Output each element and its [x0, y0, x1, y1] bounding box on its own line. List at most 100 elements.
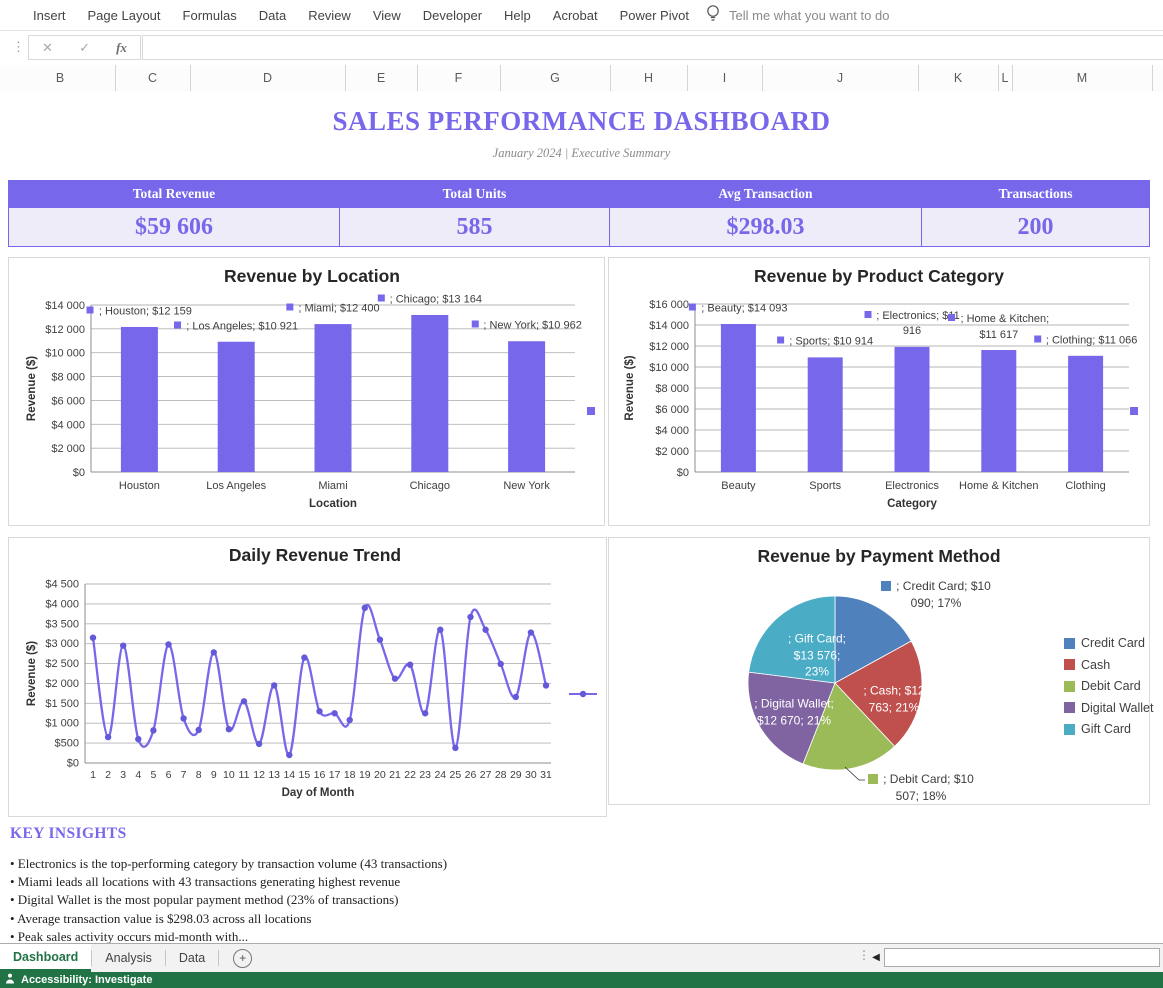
kpi-label-3: Avg Transaction	[610, 180, 922, 207]
svg-text:5: 5	[150, 769, 156, 781]
svg-text:31: 31	[540, 769, 552, 781]
svg-text:26: 26	[465, 769, 477, 781]
svg-text:$1 000: $1 000	[45, 718, 79, 730]
formula-input[interactable]	[142, 35, 1163, 60]
column-header-J[interactable]: J	[762, 65, 919, 91]
column-header-L[interactable]: L	[998, 65, 1013, 91]
column-header-H[interactable]: H	[610, 65, 688, 91]
bar-data-label: ; Miami; $12 400	[286, 302, 380, 318]
chart-daily-revenue-trend[interactable]: Daily Revenue Trend Revenue ($) $0 $500 $1 0…	[8, 537, 607, 817]
svg-text:Houston: Houston	[119, 480, 160, 492]
svg-text:Revenue by Payment Method: Revenue by Payment Method	[757, 546, 1000, 566]
sheet-tab-analysis[interactable]: Analysis	[105, 951, 152, 965]
svg-text:$3 500: $3 500	[45, 618, 79, 630]
svg-text:$2 000: $2 000	[655, 446, 689, 458]
ribbon-tab-formulas[interactable]: Formulas	[182, 7, 237, 23]
svg-text:$6 000: $6 000	[51, 395, 85, 407]
column-header-D[interactable]: D	[190, 65, 346, 91]
ribbon-tab-developer[interactable]: Developer	[422, 7, 483, 23]
chart-revenue-by-category[interactable]: Revenue by Product Category Revenue ($) $0…	[608, 257, 1150, 526]
svg-text:Revenue ($): Revenue ($)	[26, 356, 38, 421]
column-header-K[interactable]: K	[918, 65, 999, 91]
bar-data-label: ; Beauty; $14 093	[689, 302, 788, 318]
insert-function-icon[interactable]: fx	[116, 39, 127, 55]
bar-data-label: ; Clothing; $11 066	[1033, 333, 1137, 349]
pie-data-label: ; Credit Card; $10 090; 17%	[873, 578, 999, 611]
column-header-F[interactable]: F	[417, 65, 501, 91]
svg-text:21: 21	[389, 769, 401, 781]
pie-data-label: ; Digital Wallet; $12 670; 21%	[754, 696, 834, 728]
tell-me-box[interactable]: Tell me what you want to do	[706, 0, 889, 31]
column-header-G[interactable]: G	[500, 65, 611, 91]
status-bar: Accessibility: Investigate	[0, 972, 1163, 988]
svg-text:$6 000: $6 000	[655, 404, 689, 416]
pie-data-label: ; Cash; $12 763; 21%	[863, 683, 925, 715]
svg-text:25: 25	[450, 769, 462, 781]
page-title: SALES PERFORMANCE DASHBOARD	[332, 106, 831, 136]
svg-text:Chicago: Chicago	[410, 480, 450, 492]
status-text[interactable]: Accessibility: Investigate	[21, 974, 153, 986]
svg-text:$14 000: $14 000	[45, 300, 85, 312]
formula-bar-grip-icon[interactable]: ⋮	[12, 39, 25, 54]
column-header-E[interactable]: E	[345, 65, 418, 91]
ribbon-tab-review[interactable]: Review	[308, 7, 351, 23]
key-insights-list: • Electronics is the top-performing cate…	[10, 855, 910, 943]
lightbulb-icon	[706, 3, 720, 28]
sheet-canvas: SALES PERFORMANCE DASHBOARD January 2024…	[0, 92, 1163, 943]
svg-text:28: 28	[495, 769, 507, 781]
column-header-B[interactable]: B	[5, 65, 116, 91]
ribbon-tab-view[interactable]: View	[372, 7, 401, 23]
bar-data-label: ; Electronics; $11 916	[864, 309, 961, 340]
tab-bar-divider-icon[interactable]: ⋮	[858, 948, 870, 962]
svg-text:17: 17	[329, 769, 341, 781]
legend-item-debit-card: Debit Card	[1064, 679, 1153, 693]
kpi-value-2: 585	[340, 207, 610, 247]
svg-text:10: 10	[223, 769, 235, 781]
scroll-left-arrow-icon[interactable]: ◀	[872, 951, 880, 963]
chart-revenue-by-payment-method[interactable]: Revenue by Payment Method ; Credit Card; …	[608, 537, 1153, 805]
bar-data-label: ; Los Angeles; $10 921	[174, 319, 298, 335]
svg-text:$0: $0	[677, 467, 689, 479]
svg-text:12: 12	[253, 769, 265, 781]
cancel-icon[interactable]: ✕	[42, 39, 53, 55]
svg-text:$12 000: $12 000	[45, 324, 85, 336]
svg-text:Revenue by Product Category: Revenue by Product Category	[754, 266, 1004, 286]
insight-bullet: • Peak sales activity occurs mid-month w…	[10, 928, 249, 943]
ribbon-tab-insert[interactable]: Insert	[33, 7, 66, 23]
pie-data-label: ; Gift Card; $13 576; 23%	[787, 631, 846, 679]
column-header-C[interactable]: C	[115, 65, 191, 91]
svg-text:4: 4	[135, 769, 141, 781]
ribbon-tab-acrobat[interactable]: Acrobat	[552, 7, 598, 23]
svg-text:24: 24	[434, 769, 446, 781]
column-header-M[interactable]: M	[1012, 65, 1153, 91]
ribbon-tab-help[interactable]: Help	[504, 7, 531, 23]
ribbon-tab-power-pivot[interactable]: Power Pivot	[619, 7, 689, 23]
page-subtitle: January 2024 | Executive Summary	[492, 146, 671, 160]
kpi-value-4: 200	[922, 207, 1150, 247]
svg-text:27: 27	[480, 769, 492, 781]
chart-revenue-by-location[interactable]: Revenue by Location Revenue ($) $0 $2 000 $4…	[8, 257, 605, 526]
enter-icon[interactable]: ✓	[79, 39, 90, 55]
svg-text:3: 3	[120, 769, 126, 781]
svg-text:19: 19	[359, 769, 371, 781]
svg-text:22: 22	[404, 769, 416, 781]
column-header-I[interactable]: I	[687, 65, 763, 91]
sheet-tab-dashboard[interactable]: Dashboard	[0, 944, 92, 972]
ribbon-tab-data[interactable]: Data	[258, 7, 287, 23]
svg-text:$0: $0	[73, 467, 85, 479]
svg-text:$16 000: $16 000	[649, 299, 689, 311]
svg-text:1: 1	[90, 769, 96, 781]
svg-text:20: 20	[374, 769, 386, 781]
legend-item-cash: Cash	[1064, 658, 1153, 672]
svg-text:Clothing: Clothing	[1065, 480, 1105, 492]
horizontal-scrollbar[interactable]: ◀	[868, 946, 1163, 968]
ribbon-tab-page-layout[interactable]: Page Layout	[87, 7, 161, 23]
sheet-tab-data[interactable]: Data	[178, 951, 206, 965]
svg-text:New York: New York	[503, 480, 550, 492]
svg-text:8: 8	[196, 769, 202, 781]
svg-text:Category: Category	[887, 498, 937, 510]
add-sheet-button[interactable]: +	[233, 948, 253, 968]
svg-text:$0: $0	[67, 758, 79, 770]
svg-text:$3 000: $3 000	[45, 638, 79, 650]
scrollbar-thumb[interactable]	[884, 947, 1160, 967]
